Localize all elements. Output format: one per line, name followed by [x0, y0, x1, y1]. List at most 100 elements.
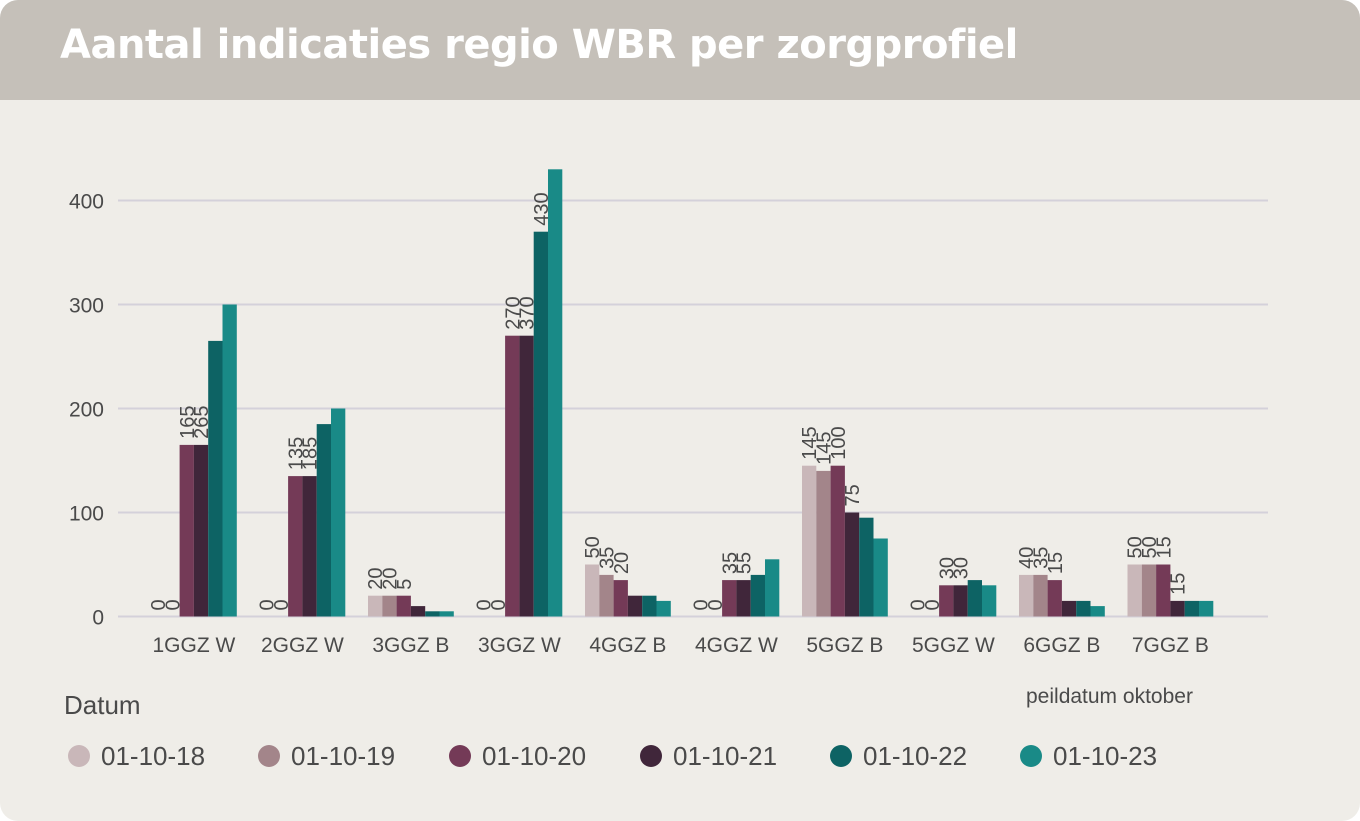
- x-tick-label: 5GGZ B: [806, 634, 883, 657]
- data-label: 145: [799, 426, 821, 459]
- data-label: 185: [300, 437, 322, 470]
- data-label: 135: [285, 437, 307, 470]
- data-label: 0: [148, 599, 170, 610]
- bar: [208, 340, 223, 617]
- x-tick-label: 1GGZ W: [152, 634, 235, 657]
- bar: [1061, 600, 1077, 617]
- bar: [967, 580, 982, 617]
- legend-label: 01-10-19: [291, 740, 396, 771]
- data-label: 30: [951, 557, 973, 579]
- data-label: 0: [908, 599, 930, 610]
- data-label: 145: [813, 432, 835, 465]
- bar: [953, 585, 968, 617]
- data-label: 0: [474, 599, 496, 610]
- legend-label: 01-10-22: [863, 740, 968, 771]
- bar: [656, 600, 671, 617]
- bar: [1076, 600, 1091, 617]
- data-label: 50: [1139, 536, 1161, 558]
- data-label: 75: [842, 484, 864, 506]
- bar: [505, 335, 520, 617]
- data-label: 0: [705, 599, 727, 610]
- bar: [750, 574, 765, 617]
- legend-item: 01-10-21: [640, 738, 777, 774]
- bar: [193, 444, 209, 617]
- bar: [585, 564, 600, 617]
- bar: [1127, 564, 1142, 617]
- data-label: 35: [596, 547, 618, 569]
- data-label: 20: [379, 567, 401, 589]
- x-tick-label: 7GGZ B: [1132, 634, 1209, 657]
- data-label: 15: [1168, 573, 1190, 595]
- data-label: 35: [1030, 547, 1052, 569]
- bar: [316, 424, 331, 617]
- bar: [1156, 564, 1171, 617]
- legend-label: 01-10-20: [482, 740, 587, 771]
- bar: [627, 595, 643, 617]
- bar: [844, 512, 860, 617]
- data-label: 40: [1016, 547, 1038, 569]
- bar: [982, 585, 997, 617]
- bar: [722, 580, 737, 617]
- bar: [533, 231, 548, 617]
- legend-label: 01-10-18: [101, 740, 206, 771]
- bar: [1199, 600, 1214, 617]
- y-tick-label: 100: [69, 503, 104, 526]
- legend-swatch: [640, 745, 662, 767]
- bar: [302, 476, 317, 617]
- data-label: 5: [394, 579, 416, 590]
- data-label: 15: [1045, 552, 1067, 574]
- bar: [396, 595, 411, 617]
- data-label: 0: [488, 599, 510, 610]
- legend-swatch: [830, 745, 852, 767]
- legend-title: Datum: [64, 690, 141, 720]
- data-label: 0: [691, 599, 713, 610]
- legend-item: 01-10-18: [68, 738, 205, 774]
- data-label: 0: [922, 599, 944, 610]
- x-tick-label: 4GGZ W: [695, 634, 778, 657]
- data-label: 0: [271, 599, 293, 610]
- data-label: 20: [365, 567, 387, 589]
- bar: [382, 595, 397, 617]
- legend-swatch: [449, 745, 471, 767]
- bar: [331, 408, 346, 617]
- data-label: 50: [1125, 536, 1147, 558]
- legend-item: 01-10-19: [258, 738, 395, 774]
- x-tick-label: 3GGZ W: [478, 634, 561, 657]
- data-label: 265: [191, 406, 213, 439]
- data-label: 15: [1153, 536, 1175, 558]
- bar: [425, 611, 440, 617]
- bar: [439, 611, 454, 617]
- bar: [642, 595, 657, 617]
- bar: [613, 580, 628, 617]
- bar: [519, 335, 534, 617]
- x-tick-label: 3GGZ B: [372, 634, 449, 657]
- bar: [288, 476, 303, 617]
- data-label: 0: [257, 599, 279, 610]
- bar: [1090, 606, 1105, 617]
- x-tick-label: 4GGZ B: [589, 634, 666, 657]
- data-label: 20: [611, 552, 633, 574]
- bar: [736, 580, 751, 617]
- data-label: 370: [517, 296, 539, 329]
- legend-swatch: [1020, 745, 1042, 767]
- legend-item: 01-10-22: [830, 738, 967, 774]
- x-tick-label: 5GGZ W: [912, 634, 995, 657]
- legend-swatch: [68, 745, 90, 767]
- data-label: 0: [162, 599, 184, 610]
- x-tick-label: 2GGZ W: [261, 634, 344, 657]
- bar: [599, 574, 614, 617]
- bar: [1141, 564, 1157, 617]
- reference-date-note: peildatum oktober: [1026, 685, 1193, 708]
- data-label: 430: [531, 192, 553, 225]
- bar: [830, 465, 845, 617]
- data-label: 165: [177, 406, 199, 439]
- legend-label: 01-10-21: [673, 740, 778, 771]
- bar: [222, 304, 237, 617]
- header-bar: Aantal indicaties regio WBR per zorgprof…: [0, 0, 1360, 100]
- bar: [873, 538, 888, 617]
- y-tick-label: 400: [69, 191, 104, 214]
- y-tick-label: 300: [69, 295, 104, 318]
- data-label: 35: [719, 552, 741, 574]
